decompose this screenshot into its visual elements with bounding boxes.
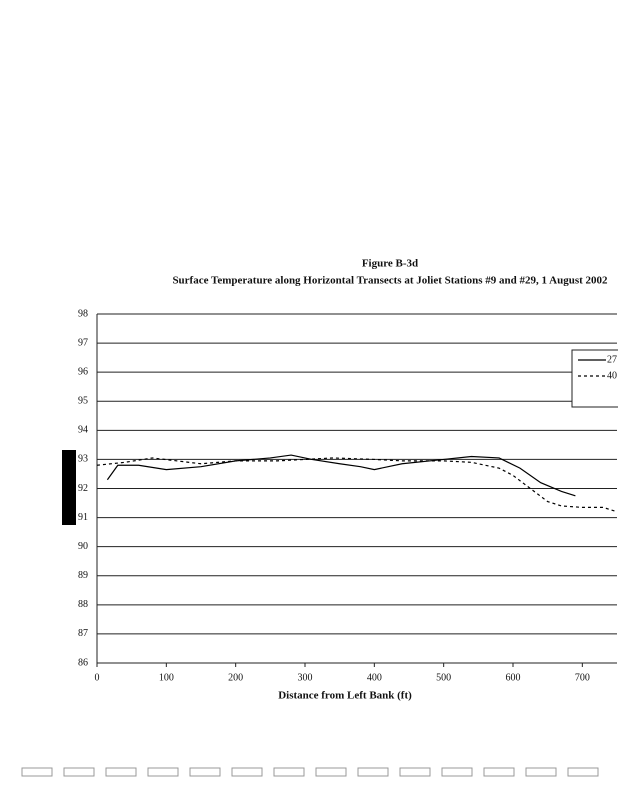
chart-subtitle: Surface Temperature along Horizontal Tra… — [172, 275, 608, 287]
page-footer-marks — [21, 767, 599, 777]
x-tick-label: 500 — [436, 672, 451, 683]
x-tick-label: 600 — [506, 672, 521, 683]
chart-title: Figure B-3d — [362, 258, 418, 270]
y-tick-label: 94 — [78, 425, 88, 436]
x-tick-label: 0 — [95, 672, 100, 683]
y-tick-label: 96 — [78, 366, 88, 377]
y-tick-label: 89 — [78, 570, 88, 581]
x-tick-label: 700 — [575, 672, 590, 683]
y-tick-label: 88 — [78, 599, 88, 610]
legend-label: 27 — [607, 354, 617, 365]
y-tick-label: 87 — [78, 628, 88, 639]
y-tick-label: 92 — [78, 483, 88, 494]
y-tick-label: 90 — [78, 541, 88, 552]
scan-artifact — [62, 450, 76, 525]
series-line — [106, 454, 576, 497]
x-tick-label: 200 — [228, 672, 243, 683]
series-line — [96, 457, 618, 513]
x-tick-label: 400 — [367, 672, 382, 683]
y-tick-label: 91 — [78, 512, 88, 523]
y-tick-label: 93 — [78, 454, 88, 465]
y-tick-label: 97 — [78, 337, 88, 348]
y-tick-label: 95 — [78, 396, 88, 407]
y-tick-label: 98 — [78, 308, 88, 319]
x-tick-label: 300 — [298, 672, 313, 683]
x-tick-label: 100 — [159, 672, 174, 683]
y-tick-label: 86 — [78, 657, 88, 668]
legend-label: 40 — [607, 370, 617, 381]
x-axis-label: Distance from Left Bank (ft) — [278, 690, 412, 702]
